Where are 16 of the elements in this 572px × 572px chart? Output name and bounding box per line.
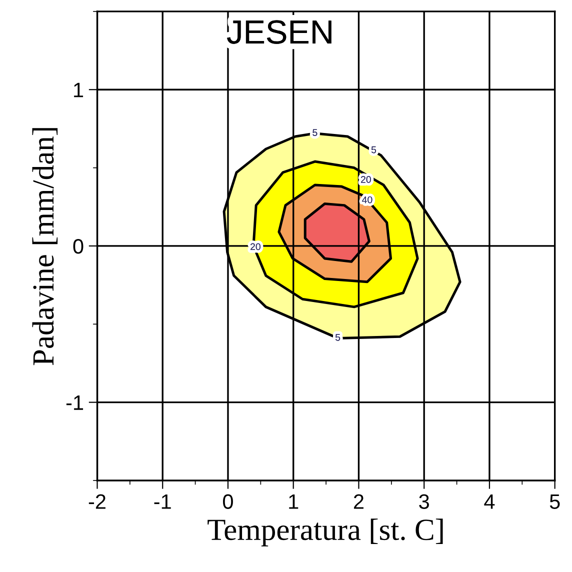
- x-axis-title: Temperatura [st. C]: [208, 518, 443, 546]
- annotation: 20: [361, 176, 371, 183]
- y-tick-label: 0: [73, 238, 84, 254]
- x-tick-label: 5: [550, 494, 560, 509]
- x-tick-label: -1: [154, 494, 171, 509]
- y-tick-label: -1: [66, 396, 84, 410]
- x-tick-label: 2: [354, 494, 364, 509]
- x-tick-label: 0: [223, 494, 233, 509]
- x-tick-label: 3: [419, 494, 429, 509]
- x-tick-label: 1: [289, 494, 298, 509]
- x-tick-label: -2: [88, 494, 106, 509]
- x-tick-label: 4: [484, 494, 495, 509]
- annotation: 5: [371, 146, 376, 154]
- y-axis-title: Padavine [mm/dan]: [32, 128, 58, 366]
- y-tick-label: 1: [74, 82, 84, 98]
- annotation: 20: [250, 243, 260, 250]
